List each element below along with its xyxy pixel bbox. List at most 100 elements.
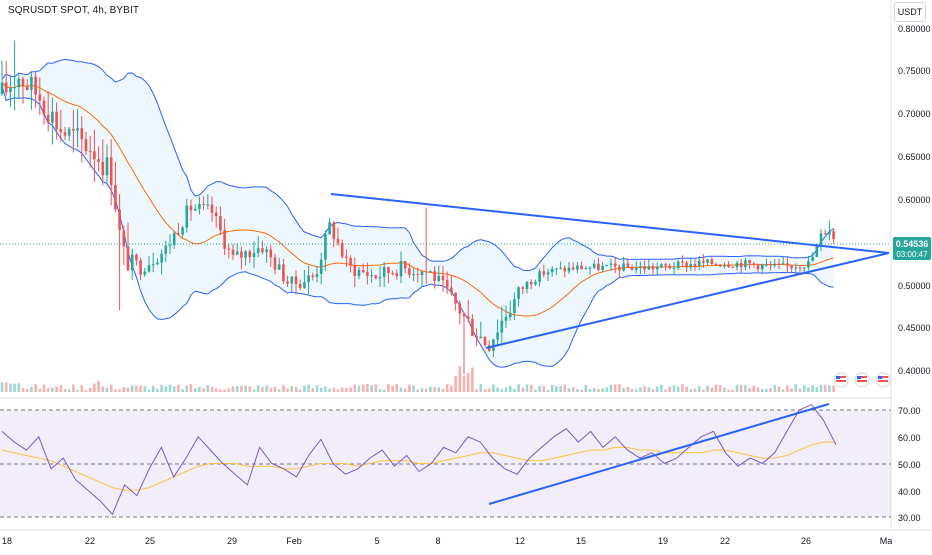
volume-bar	[723, 387, 726, 392]
candle-body	[67, 128, 71, 136]
candle-body	[597, 263, 600, 271]
candle-body	[508, 313, 512, 318]
candle-body	[403, 260, 407, 269]
currency-badge[interactable]: USDT	[894, 2, 926, 22]
lower-trendline[interactable]	[485, 252, 890, 349]
candle-body	[13, 87, 16, 89]
volume-bar	[445, 384, 449, 392]
candle-body	[492, 339, 495, 351]
time-tick: Feb	[286, 536, 302, 546]
candle-body	[689, 264, 693, 268]
candle-body	[408, 268, 411, 275]
candle-body	[475, 336, 478, 338]
symbol-header[interactable]: SQRUSDT SPOT, 4h, BYBIT	[8, 5, 140, 16]
volume-bar	[67, 389, 71, 392]
volume-bar	[340, 387, 344, 392]
candle-body	[441, 275, 445, 281]
volume-bar	[244, 385, 247, 392]
candle-body	[643, 266, 646, 270]
volume-bar	[693, 388, 697, 392]
candle-body	[714, 264, 718, 266]
volume-bar	[252, 389, 256, 392]
candle-body	[30, 76, 33, 90]
volume-bar	[172, 386, 176, 392]
candle-body	[294, 276, 298, 284]
volume-bar	[332, 387, 336, 392]
candle-body	[748, 260, 751, 264]
volume-bar	[240, 385, 243, 392]
us-flag-icon[interactable]	[833, 372, 849, 388]
bollinger-upper-line	[1, 58, 834, 272]
volume-bar	[193, 388, 197, 392]
candle-body	[399, 260, 403, 277]
candle-body	[55, 111, 58, 129]
volume-bar	[496, 387, 499, 392]
candle-body	[38, 94, 42, 101]
volume-bar	[634, 389, 638, 392]
volume-bar	[248, 386, 252, 392]
candle-body	[277, 264, 281, 270]
rsi-axis[interactable]: 70.00 60.00 50.00 40.00 30.00	[898, 406, 921, 523]
price-axis[interactable]: 0.80000 0.75000 0.70000 0.65000 0.60000 …	[898, 24, 931, 376]
rsi-pane[interactable]	[0, 404, 891, 530]
candle-body	[416, 274, 420, 276]
volume-bar	[151, 385, 155, 392]
volume-bar	[307, 384, 310, 392]
volume-bar	[156, 388, 159, 392]
volume-bar	[42, 384, 46, 392]
candle-body	[332, 222, 336, 239]
volume-bar	[802, 385, 806, 392]
volume-bar	[265, 385, 268, 392]
volume-bar	[529, 384, 533, 392]
volume-bar	[584, 385, 588, 392]
candle-body	[828, 231, 831, 235]
volume-bar	[580, 389, 583, 392]
candle-body	[718, 264, 722, 267]
candle-body	[105, 157, 109, 176]
volume-bar	[702, 389, 705, 392]
volume-bar	[420, 388, 424, 392]
candle-body	[769, 264, 772, 266]
volume-bar	[525, 384, 529, 392]
volume-bar	[618, 384, 621, 392]
volume-bar	[30, 386, 33, 392]
volume-bar	[189, 384, 193, 392]
time-axis[interactable]: 18 22 25 29 Feb 5 8 12 15 19 22 26 Ma	[2, 536, 892, 546]
volume-bar	[366, 384, 369, 392]
candle-body	[72, 128, 75, 131]
rsi-tick: 70.00	[898, 406, 921, 416]
volume-bar	[660, 384, 663, 392]
candle-body	[454, 292, 457, 304]
candle-body	[752, 263, 756, 265]
volume-bar	[483, 389, 487, 392]
candle-body	[458, 303, 462, 314]
time-tick: 18	[2, 536, 12, 546]
upper-trendline[interactable]	[330, 193, 890, 254]
candle-body	[823, 233, 827, 235]
us-flag-icon[interactable]	[854, 372, 870, 388]
us-flag-icon[interactable]	[875, 372, 891, 388]
candle-body	[387, 267, 390, 274]
candle-body	[311, 275, 315, 277]
candle-body	[681, 261, 684, 263]
rsi-trendline[interactable]	[488, 403, 830, 505]
candle-body	[765, 264, 768, 266]
volume-bar	[101, 386, 105, 392]
time-tick: 26	[801, 536, 811, 546]
candle-body	[630, 267, 634, 270]
candle-body	[349, 257, 352, 266]
volume-bar	[794, 384, 798, 392]
volume-bar	[429, 386, 432, 392]
event-flags[interactable]	[833, 372, 891, 388]
candle-body	[93, 151, 96, 160]
candle-body	[693, 264, 697, 266]
volume-bar	[563, 384, 567, 392]
volume-bar	[710, 387, 714, 392]
volume-bar	[668, 386, 672, 392]
candle-body	[412, 274, 415, 276]
volume-bar	[135, 385, 138, 392]
candle-body	[685, 262, 688, 268]
time-tick: 15	[576, 536, 586, 546]
candle-body	[88, 151, 92, 153]
candle-body	[269, 249, 273, 258]
